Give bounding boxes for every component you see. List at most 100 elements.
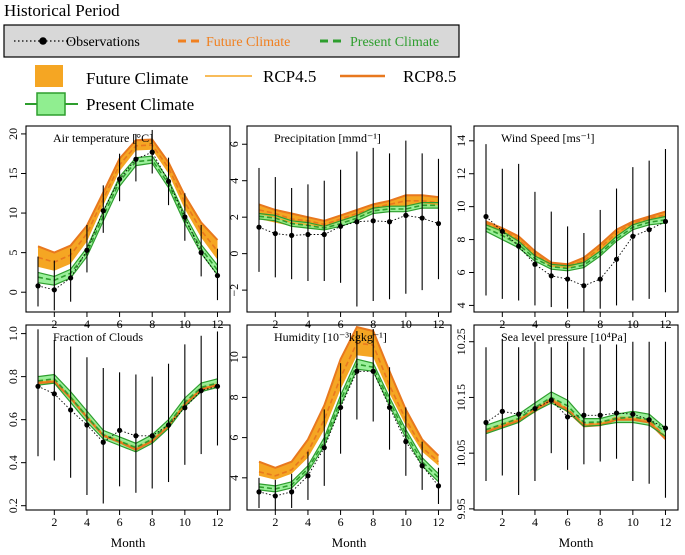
y-tick-label: 0.4: [6, 455, 20, 470]
obs-point: [403, 212, 409, 218]
present-band-lower: [258, 368, 439, 493]
y-tick-label: 10.25: [454, 328, 468, 355]
obs-point: [516, 411, 522, 417]
obs-line: [258, 214, 439, 236]
obs-point: [564, 414, 571, 420]
future-mean-line: [258, 342, 440, 477]
plot-area: [483, 144, 669, 312]
panel-title: Air temperature [°C]: [53, 131, 153, 145]
present-band-lower: [37, 382, 218, 453]
x-tick-label: 10: [179, 515, 191, 529]
panel-frame: [473, 324, 679, 511]
x-tick-label: 4: [532, 317, 538, 331]
obs-point: [548, 397, 554, 403]
obs-point: [516, 243, 522, 249]
plot-area: [35, 329, 221, 504]
x-tick-label: 12: [211, 317, 223, 331]
obs-point: [662, 218, 669, 225]
obs-point: [354, 219, 360, 225]
y-tick-label: 2: [227, 214, 241, 220]
present-band-upper: [37, 373, 218, 444]
obs-point: [84, 422, 90, 428]
obs-point: [630, 411, 636, 417]
x-tick-label: 6: [565, 515, 571, 529]
obs-point: [499, 228, 505, 234]
plot-area: [256, 140, 442, 307]
y-tick-label: 1.0: [6, 326, 20, 341]
present-band-upper: [37, 155, 218, 278]
obs-point: [419, 463, 425, 469]
legend-observations-label: Observations: [66, 35, 140, 50]
x-tick-label: 12: [659, 515, 671, 529]
legend-future-label: Future Climate: [206, 35, 290, 50]
y-tick-label: 10.05: [454, 440, 468, 467]
obs-point: [165, 178, 172, 185]
obs-point: [51, 391, 57, 397]
obs-point: [321, 231, 327, 238]
panel-frame: [473, 125, 679, 313]
x-tick-label: 6: [338, 317, 344, 331]
panel-3: 4 6 8 10 12 14 2 4 6 8 10 12 Wind Speed [ms⁻¹]: [454, 125, 679, 331]
obs-point: [272, 493, 278, 499]
obs-line: [485, 216, 666, 287]
rcp45-line: [258, 350, 439, 479]
obs-point: [35, 283, 41, 289]
obs-point: [116, 427, 123, 434]
obs-point: [182, 405, 188, 411]
x-tick-label: 6: [338, 515, 344, 529]
obs-point: [548, 273, 554, 279]
x-tick-label: 10: [179, 317, 191, 331]
obs-point: [499, 408, 505, 414]
x-tick-label: 10: [400, 317, 412, 331]
rcp45-line: [37, 146, 218, 268]
obs-point: [646, 417, 652, 423]
rcp85-line: [258, 325, 440, 469]
x-axis-label: Month: [111, 535, 146, 550]
present-mean-line: [37, 377, 218, 449]
present-climate-band: [259, 359, 439, 492]
panel-frame: [25, 324, 231, 511]
present-band-lower: [37, 162, 218, 286]
present-climate-band: [486, 391, 666, 437]
x-tick-label: 10: [627, 515, 639, 529]
obs-point: [182, 214, 188, 220]
x-tick-label: 8: [597, 515, 603, 529]
obs-point: [214, 272, 221, 279]
panel-6: 9.95 10.05 10.15 10.25 2 4 6 8 10 12 Sea level pre…: [454, 324, 679, 550]
obs-point: [370, 368, 376, 374]
legend-present-label: Present Climate: [350, 35, 439, 50]
y-tick-label: 0.8: [6, 369, 20, 384]
present-mean-line: [258, 204, 439, 229]
rcp85-line: [258, 194, 439, 222]
y-tick-label: 9.95: [454, 498, 468, 519]
y-tick-label: 14: [454, 135, 468, 147]
obs-line: [37, 151, 218, 291]
panel-title: Sea level pressure [10⁴Pa]: [501, 330, 627, 344]
present-band-upper: [485, 391, 666, 429]
obs-point: [386, 404, 393, 411]
legend-present-band-swatch: [25, 92, 78, 116]
panel-title: Fraction of Clouds: [53, 330, 143, 344]
x-tick-label: 6: [117, 317, 123, 331]
x-tick-label: 2: [272, 317, 278, 331]
plot-area: [35, 129, 221, 311]
obs-point: [198, 388, 204, 394]
y-tick-label: 20: [6, 128, 20, 140]
legend-future-band-label: Future Climate: [86, 69, 188, 88]
obs-point: [354, 368, 360, 374]
y-tick-label: 0: [6, 289, 20, 295]
obs-point: [165, 422, 172, 428]
obs-point: [305, 231, 311, 238]
y-tick-label: 10: [227, 351, 241, 363]
future-mean-line: [37, 144, 219, 263]
y-tick-label: 8: [454, 237, 468, 243]
x-tick-label: 4: [305, 515, 311, 529]
panel-frame: [246, 125, 452, 313]
x-axis-label: Month: [332, 535, 367, 550]
obs-point: [149, 149, 155, 155]
y-tick-label: −2: [227, 284, 241, 297]
obs-point: [321, 445, 327, 451]
obs-point: [435, 220, 442, 227]
y-tick-label: 4: [227, 475, 241, 481]
